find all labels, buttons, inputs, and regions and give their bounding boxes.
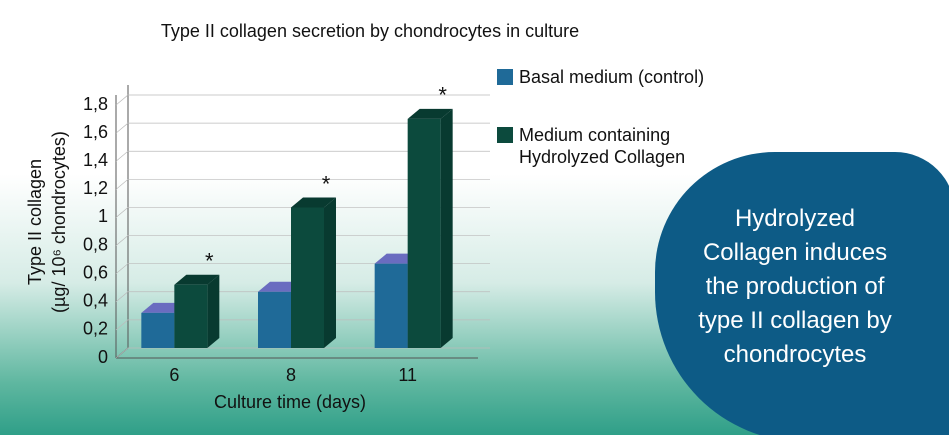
annotation: * (205, 249, 214, 274)
y-tick-label: 0 (98, 347, 108, 367)
grid-line (115, 94, 490, 106)
bar (407, 118, 441, 349)
bar-top (407, 108, 453, 119)
bar (374, 263, 408, 348)
annotation: * (322, 171, 331, 196)
bar-side (324, 197, 336, 348)
chart-title: Type II collagen secretion by chondrocyt… (161, 21, 579, 41)
grid-line (115, 319, 490, 331)
bar-side (207, 274, 220, 348)
bar (291, 207, 324, 348)
bar (141, 312, 175, 348)
legend-item: Basal medium (control) (497, 66, 727, 88)
bar-top (291, 197, 336, 208)
grid-line (115, 178, 490, 190)
grid-line (115, 291, 490, 303)
grid-line (115, 150, 490, 162)
y-tick-label: 1,4 (83, 150, 108, 170)
legend-swatch (497, 69, 513, 85)
y-tick-label: 1,6 (83, 122, 108, 142)
callout: Hydrolyzed Collagen induces the producti… (655, 152, 949, 435)
bar (174, 284, 208, 348)
bar-side (440, 108, 453, 349)
bar-top (174, 274, 220, 285)
legend-label: Basal medium (control) (519, 67, 705, 87)
grid-line (115, 235, 490, 246)
grid-line (115, 263, 490, 274)
y-tick-label: 0,8 (83, 234, 108, 254)
bar (258, 291, 291, 348)
y-axis-label: Type II collagen (25, 159, 45, 285)
grid-line (115, 122, 490, 134)
annotation: * (438, 83, 447, 108)
x-axis-label: Culture time (days) (214, 392, 366, 412)
grid-line (115, 347, 490, 359)
y-tick-label: 1,8 (83, 94, 108, 114)
x-tick-label: 8 (286, 365, 296, 385)
y-tick-label: 1 (98, 206, 108, 226)
y-axis-label: (µg/ 10⁶ chondrocytes) (49, 131, 69, 313)
y-tick-label: 1,2 (83, 178, 108, 198)
grid-line (115, 207, 490, 218)
legend-label: Medium containing Hydrolyzed Collagen (519, 125, 686, 167)
y-tick-label: 0,6 (83, 262, 108, 282)
y-tick-label: 0,2 (83, 319, 108, 339)
x-tick-label: 11 (398, 365, 417, 385)
legend-swatch (497, 127, 513, 143)
legend-item: Medium containing Hydrolyzed Collagen (497, 124, 727, 168)
y-tick-label: 0,4 (83, 291, 108, 311)
x-tick-label: 6 (169, 365, 179, 385)
